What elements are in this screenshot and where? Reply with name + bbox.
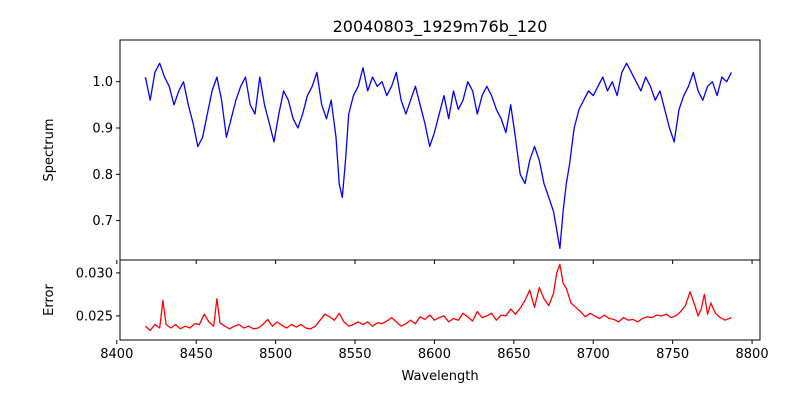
spectrum-y-tick-label: 0.7 <box>92 214 113 229</box>
wavelength-tick-label: 8750 <box>656 347 689 362</box>
error-panel: Error 0.025 0.030 8400 8450 8500 8550 8600 8650… <box>42 259 769 362</box>
spectrum-y-tick-label: 0.9 <box>92 122 113 137</box>
spectrum-y-tick-label: 1.0 <box>92 75 113 90</box>
wavelength-tick-label: 8500 <box>259 347 292 362</box>
error-axis-label: Error <box>42 284 57 316</box>
spectrum-y-tick-label: 0.8 <box>92 168 113 183</box>
wavelength-tick-label: 8800 <box>736 347 769 362</box>
error-series-line-0 <box>144 263 732 332</box>
wavelength-tick-label: 8650 <box>497 347 530 362</box>
wavelength-tick-label: 8600 <box>418 347 451 362</box>
spectrum-series-line-0 <box>144 62 732 250</box>
error-y-tick-label: 0.025 <box>76 309 113 324</box>
wavelength-tick-label: 8550 <box>338 347 371 362</box>
error-axes-frame <box>119 259 761 341</box>
wavelength-axis-label: Wavelength <box>401 369 478 384</box>
wavelength-tick-label: 8400 <box>100 347 133 362</box>
wavelength-tick-label: 8700 <box>577 347 610 362</box>
spectrum-axis-label: Spectrum <box>42 119 57 182</box>
wavelength-tick-label: 8450 <box>180 347 213 362</box>
chart-title: 20040803_1929m76b_120 <box>333 17 548 37</box>
error-y-tick-label: 0.030 <box>76 266 113 281</box>
